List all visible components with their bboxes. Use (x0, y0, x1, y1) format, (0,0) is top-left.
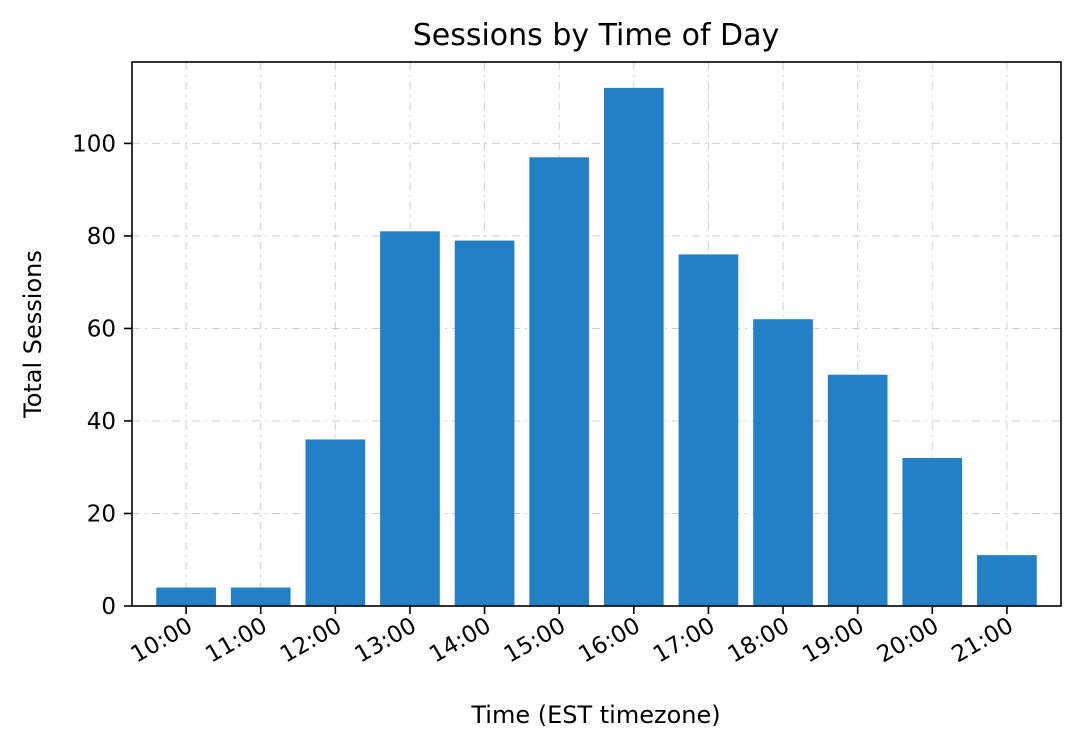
x-tick-label: 19:00 (798, 613, 868, 669)
x-tick-label: 12:00 (276, 613, 346, 669)
x-axis-label: Time (EST timezone) (470, 701, 720, 729)
x-tick-label: 10:00 (127, 613, 197, 669)
bar-2000 (902, 457, 963, 606)
x-tick-label: 17:00 (649, 613, 719, 669)
bars (156, 87, 1037, 607)
y-tick-label: 100 (72, 131, 116, 157)
y-tick-label: 0 (101, 594, 116, 620)
bar-1600 (603, 87, 664, 606)
x-tick-label: 13:00 (351, 613, 421, 669)
y-axis: 0 20 40 60 80 100 (72, 131, 132, 620)
bar-1700 (678, 254, 739, 607)
bar-1800 (753, 319, 813, 606)
bar-1400 (454, 240, 515, 607)
bar-1900 (827, 374, 888, 606)
x-tick-label: 18:00 (724, 613, 794, 669)
bar-1100 (230, 587, 291, 606)
bar-1300 (380, 231, 440, 606)
chart-title: Sessions by Time of Day (413, 18, 780, 53)
bar-1200 (305, 439, 366, 606)
y-axis-label: Total Sessions (19, 250, 47, 419)
bar-1500 (529, 157, 590, 606)
x-tick-label: 16:00 (574, 613, 644, 669)
plot-frame (131, 61, 1062, 607)
bar-2100 (977, 555, 1037, 606)
y-tick-label: 40 (87, 409, 116, 435)
x-tick-label: 11:00 (201, 613, 271, 669)
bar-1000 (156, 587, 216, 606)
x-tick-label: 15:00 (500, 613, 570, 669)
y-tick-label: 20 (87, 501, 116, 527)
x-tick-label: 14:00 (425, 613, 495, 669)
y-tick-label: 60 (87, 316, 116, 342)
x-tick-label: 20:00 (873, 613, 943, 669)
y-tick-label: 80 (87, 224, 116, 250)
x-axis: 10:00 11:00 12:00 13:00 14:00 15:00 16:00 17:00… (127, 606, 1018, 668)
x-tick-label: 21:00 (947, 613, 1017, 669)
